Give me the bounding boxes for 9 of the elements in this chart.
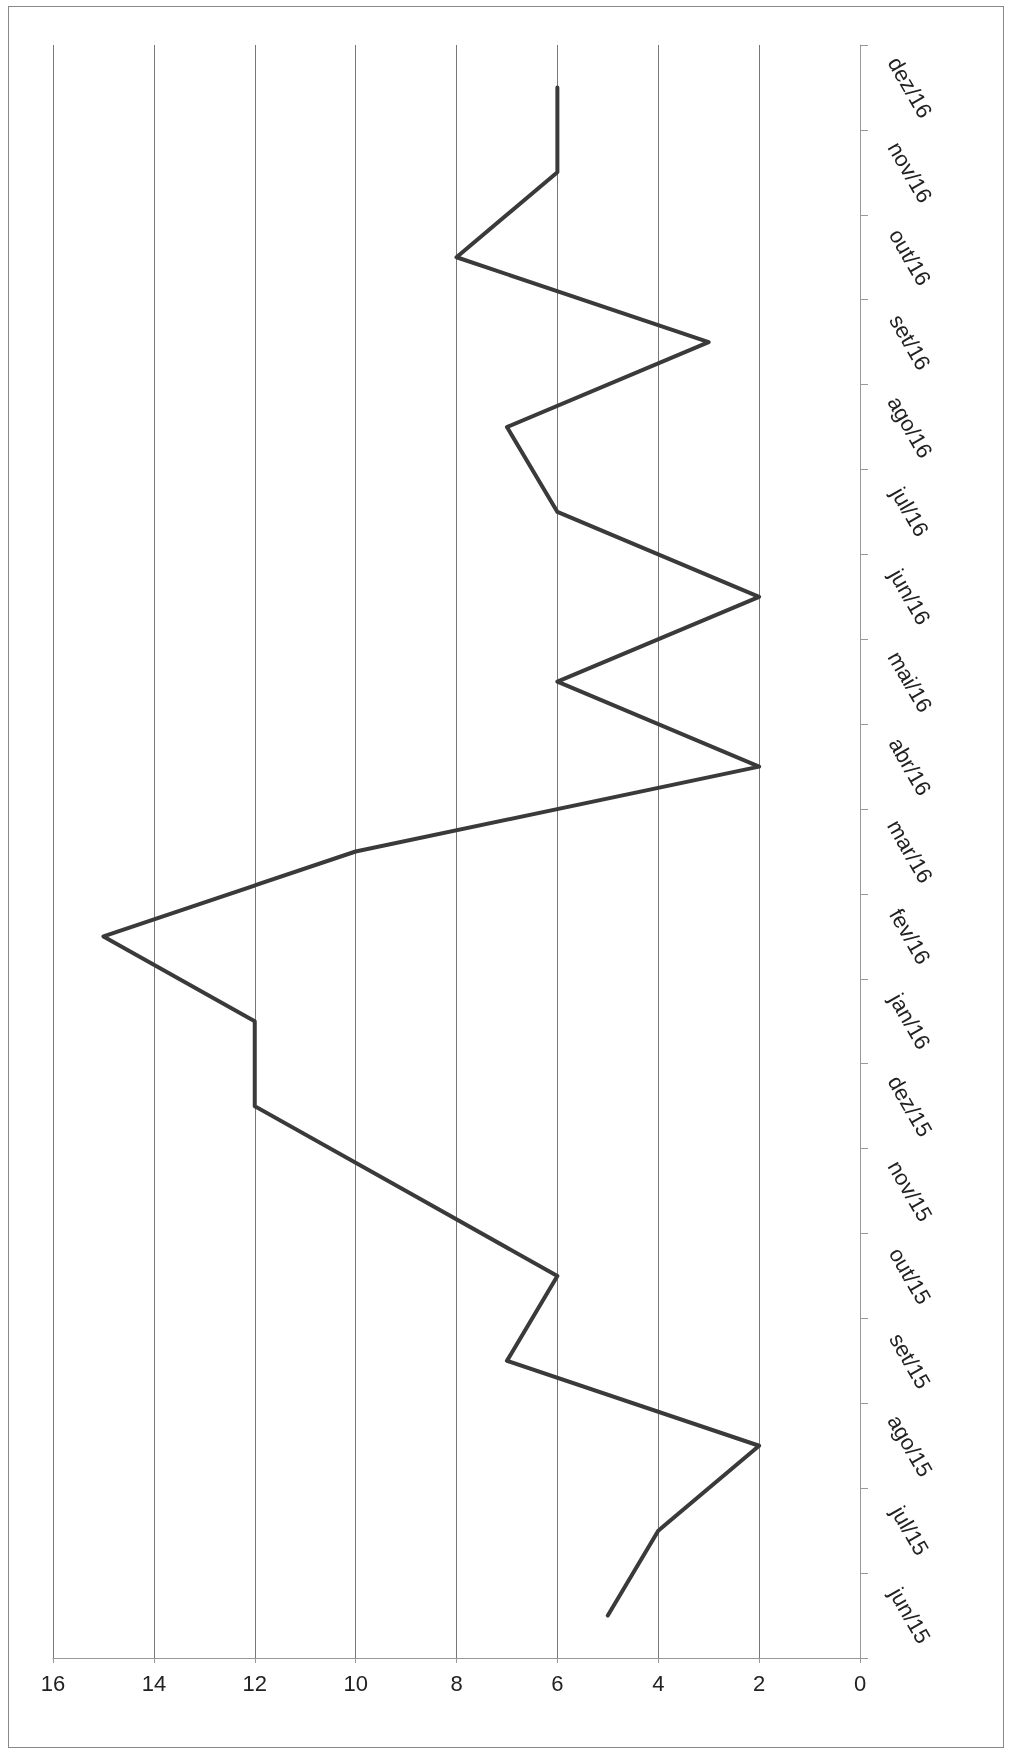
x-tick-label: 10	[343, 1670, 368, 1696]
x-tick-label: 2	[753, 1670, 766, 1696]
x-tick-label: 12	[242, 1670, 267, 1696]
x-tick-label: 16	[40, 1670, 66, 1696]
x-tick-label: 6	[551, 1670, 564, 1696]
x-tick-label: 0	[853, 1670, 867, 1696]
x-tick-label: 14	[141, 1670, 167, 1696]
x-tick-label: 4	[652, 1670, 665, 1696]
x-tick-label: 8	[450, 1670, 463, 1696]
